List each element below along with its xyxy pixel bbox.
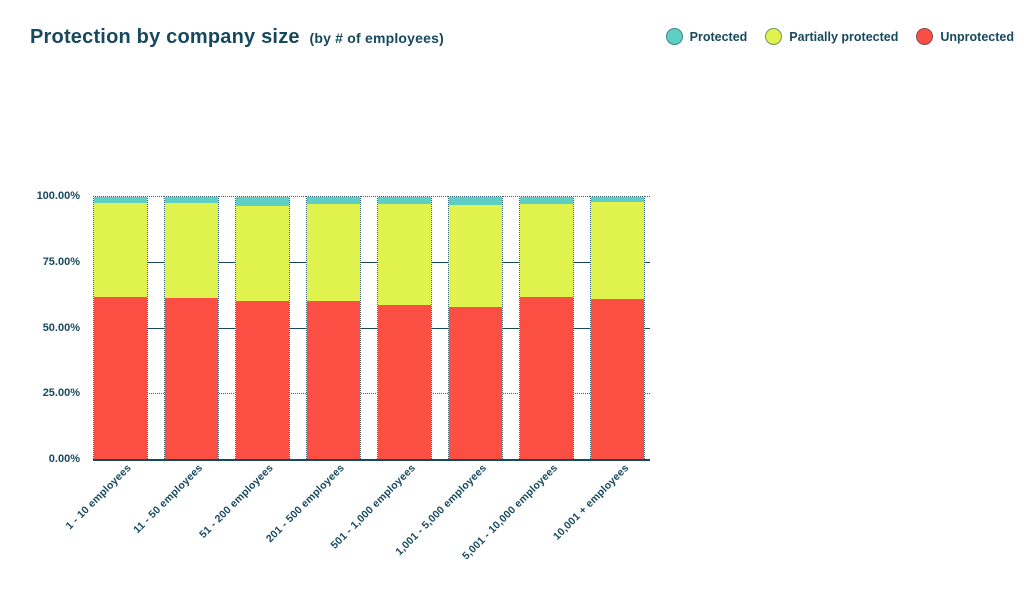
bar-segment-protected[interactable] xyxy=(307,197,360,204)
bar-segment-partially-protected[interactable] xyxy=(236,205,289,301)
legend-label: Partially protected xyxy=(789,29,899,44)
bar-segment-partially-protected[interactable] xyxy=(591,202,644,300)
x-axis-label: 51 - 200 employees xyxy=(197,462,276,541)
legend-swatch-icon xyxy=(765,28,783,45)
bar-segment-unprotected[interactable] xyxy=(94,296,147,459)
bar-segment-protected[interactable] xyxy=(94,197,147,204)
legend-label: Protected xyxy=(689,29,748,44)
bar-segment-unprotected[interactable] xyxy=(591,299,644,459)
x-axis-label: 10,001 + employees xyxy=(550,462,631,543)
bar-segment-partially-protected[interactable] xyxy=(165,203,218,299)
bar-segment-partially-protected[interactable] xyxy=(307,203,360,301)
gridline xyxy=(93,393,650,395)
bar-segment-unprotected[interactable] xyxy=(520,296,573,459)
bar-group xyxy=(93,196,148,459)
bar-segment-protected[interactable] xyxy=(236,197,289,206)
bar-segment-unprotected[interactable] xyxy=(307,300,360,459)
y-axis-tick-label: 0.00% xyxy=(48,453,80,465)
bar-segment-partially-protected[interactable] xyxy=(94,203,147,297)
y-axis-tick-label: 25.00% xyxy=(42,387,80,400)
bar-segment-unprotected[interactable] xyxy=(449,307,502,459)
legend-item-partially-protected[interactable]: Partially protected xyxy=(765,28,898,45)
bar-segment-unprotected[interactable] xyxy=(165,298,218,459)
bar-segment-protected[interactable] xyxy=(591,197,644,203)
y-axis-tick-label: 50.00% xyxy=(42,321,80,334)
bar-segment-partially-protected[interactable] xyxy=(449,205,502,308)
legend-item-protected[interactable]: Protected xyxy=(665,28,748,45)
x-axis-line xyxy=(93,459,650,461)
y-axis-tick-label: 100.00% xyxy=(36,190,80,202)
gridline xyxy=(93,327,650,329)
bar-segment-unprotected[interactable] xyxy=(236,300,289,459)
y-axis-tick-label: 75.00% xyxy=(42,255,80,268)
bar-segment-unprotected[interactable] xyxy=(378,304,431,459)
bar-segment-partially-protected[interactable] xyxy=(520,203,573,297)
gridline xyxy=(93,261,650,263)
bar-group xyxy=(590,196,645,459)
legend-item-unprotected[interactable]: Unprotected xyxy=(916,28,1014,45)
chart-title: Protection by company size (by # of empl… xyxy=(30,26,444,49)
bar-segment-partially-protected[interactable] xyxy=(378,203,431,305)
bar-segment-protected[interactable] xyxy=(520,197,573,204)
legend-label: Unprotected xyxy=(940,29,1014,44)
bar-group xyxy=(377,196,432,459)
bar-segment-protected[interactable] xyxy=(449,197,502,206)
gridline xyxy=(93,196,650,197)
legend: Protected Partially protected Unprotected xyxy=(665,28,1014,45)
bar-group xyxy=(164,196,219,459)
x-axis-label: 201 - 500 employees xyxy=(263,462,347,545)
bar-group xyxy=(519,196,574,459)
bar-group xyxy=(306,196,361,459)
plot-area: 100.00% 75.00% 50.00% 25.00% 0.00% xyxy=(37,190,650,465)
chart-title-main: Protection by company size xyxy=(30,26,300,48)
chart-title-sub: (by # of employees) xyxy=(309,30,444,46)
legend-swatch-icon xyxy=(916,28,934,45)
bar-segment-protected[interactable] xyxy=(378,197,431,204)
bar-segment-protected[interactable] xyxy=(165,197,218,204)
bar-group xyxy=(448,196,503,459)
x-axis-label: 1 - 10 employees xyxy=(63,462,134,533)
legend-swatch-icon xyxy=(665,28,683,45)
bar-group xyxy=(235,196,290,459)
x-axis-label: 11 - 50 employees xyxy=(130,462,205,537)
